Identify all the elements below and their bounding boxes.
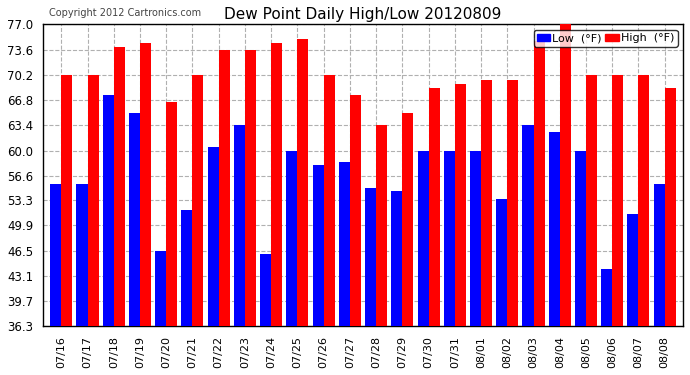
Bar xyxy=(560,24,571,326)
Bar xyxy=(88,75,99,326)
Bar xyxy=(417,150,428,326)
Bar xyxy=(533,41,544,326)
Bar xyxy=(365,188,376,326)
Bar xyxy=(166,102,177,326)
Bar xyxy=(638,75,649,326)
Bar xyxy=(496,199,507,326)
Bar xyxy=(313,165,324,326)
Bar xyxy=(507,80,518,326)
Bar xyxy=(586,75,597,326)
Bar xyxy=(612,75,623,326)
Bar xyxy=(522,124,533,326)
Bar xyxy=(61,75,72,326)
Bar xyxy=(77,184,88,326)
Bar xyxy=(155,251,166,326)
Bar xyxy=(653,184,664,326)
Bar xyxy=(391,191,402,326)
Bar xyxy=(103,95,114,326)
Bar xyxy=(575,150,586,326)
Bar xyxy=(601,269,612,326)
Text: Copyright 2012 Cartronics.com: Copyright 2012 Cartronics.com xyxy=(49,9,201,18)
Bar xyxy=(234,124,245,326)
Bar xyxy=(324,75,335,326)
Title: Dew Point Daily High/Low 20120809: Dew Point Daily High/Low 20120809 xyxy=(224,7,502,22)
Legend: Low  (°F), High  (°F): Low (°F), High (°F) xyxy=(533,30,678,47)
Bar xyxy=(481,80,492,326)
Bar xyxy=(664,87,676,326)
Bar xyxy=(376,125,387,326)
Bar xyxy=(402,114,413,326)
Bar xyxy=(549,132,560,326)
Bar xyxy=(627,213,638,326)
Bar xyxy=(219,50,230,326)
Bar xyxy=(297,39,308,326)
Bar xyxy=(350,95,361,326)
Bar xyxy=(470,150,481,326)
Bar xyxy=(339,162,350,326)
Bar xyxy=(129,114,140,326)
Bar xyxy=(260,254,271,326)
Bar xyxy=(444,150,455,326)
Bar xyxy=(181,210,193,326)
Bar xyxy=(271,43,282,326)
Bar xyxy=(455,84,466,326)
Bar xyxy=(140,43,151,326)
Bar xyxy=(428,87,440,326)
Bar xyxy=(50,184,61,326)
Bar xyxy=(245,50,256,326)
Bar xyxy=(193,75,204,326)
Bar xyxy=(286,150,297,326)
Bar xyxy=(114,47,125,326)
Bar xyxy=(208,147,219,326)
